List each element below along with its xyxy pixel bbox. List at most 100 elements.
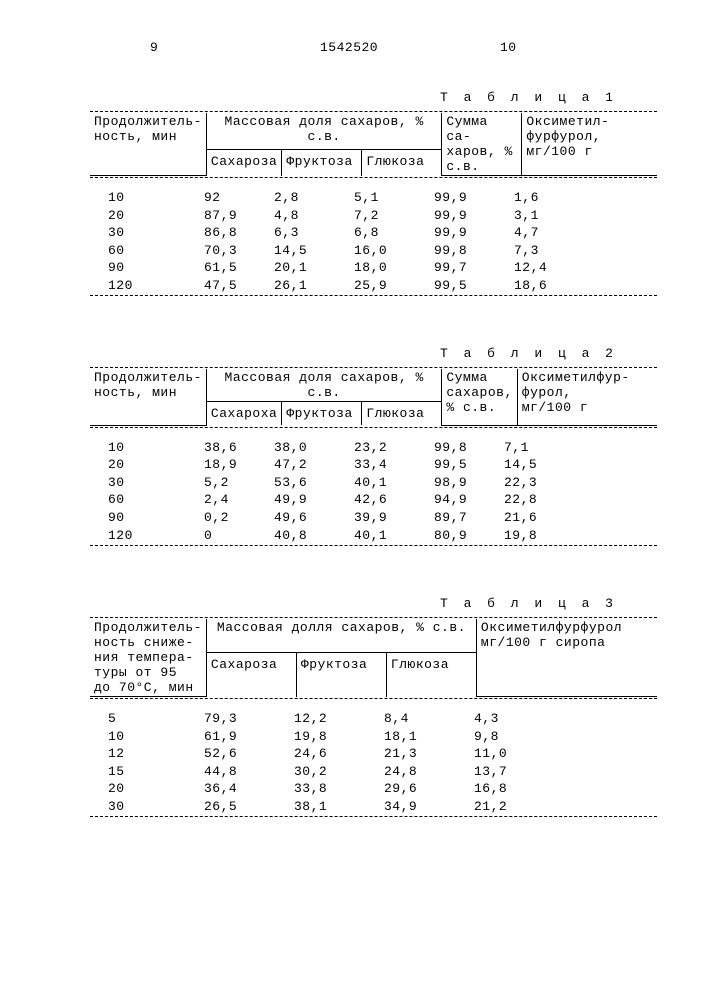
table-1-grid: Продолжитель- ность, мин Массовая доля с… <box>90 113 657 176</box>
table-cell: 30 <box>90 798 200 816</box>
col-oxy: Оксиметилфурфурол мг/100 г сиропа <box>476 619 657 697</box>
table-cell: 18,9 <box>200 456 270 474</box>
table-cell: 26,1 <box>270 277 350 295</box>
table-row: 602,449,942,694,922,8 <box>90 491 657 509</box>
table-2-label: Т а б л и ц а 2 <box>90 346 617 361</box>
table-row: 9061,520,118,099,712,4 <box>90 259 657 277</box>
table-cell: 99,5 <box>430 277 510 295</box>
table-cell: 22,3 <box>500 474 657 492</box>
table-cell: 2,8 <box>270 189 350 207</box>
col-mass-group: Массовая долля сахаров, % с.в. <box>206 619 476 652</box>
table-cell: 52,6 <box>200 745 290 763</box>
table-cell: 12,4 <box>510 259 657 277</box>
col-glucose: Глюкоза <box>386 652 476 696</box>
col-sucrose: Сахароха <box>206 402 281 426</box>
table-cell: 33,4 <box>350 456 430 474</box>
col-sucrose: Сахароза <box>206 652 296 696</box>
col-duration: Продолжитель- ность, мин <box>90 369 206 425</box>
table-cell: 15 <box>90 763 200 781</box>
table-cell: 30 <box>90 224 200 242</box>
page-number-right: 10 <box>500 40 517 55</box>
table-cell: 29,6 <box>380 780 470 798</box>
table-cell: 98,9 <box>430 474 500 492</box>
table-cell: 18,1 <box>380 728 470 746</box>
table-cell: 23,2 <box>350 439 430 457</box>
table-cell: 11,0 <box>470 745 657 763</box>
table-row: 305,253,640,198,922,3 <box>90 474 657 492</box>
table-3-body: 579,312,28,44,31061,919,818,19,81252,624… <box>90 710 657 815</box>
table-cell: 49,6 <box>270 509 350 527</box>
table-cell: 120 <box>90 277 200 295</box>
table-cell: 38,6 <box>200 439 270 457</box>
col-oxy: Оксиметил- фурфурол, мг/100 г <box>522 113 657 176</box>
table-cell: 12 <box>90 745 200 763</box>
col-glucose: Глюкоза <box>362 402 442 426</box>
table-cell: 36,4 <box>200 780 290 798</box>
table-cell: 21,2 <box>470 798 657 816</box>
table-cell: 25,9 <box>350 277 430 295</box>
table-cell: 1,6 <box>510 189 657 207</box>
table-cell: 20,1 <box>270 259 350 277</box>
table-row: 10922,85,199,91,6 <box>90 189 657 207</box>
col-sum: Сумма сахаров, % с.в. <box>442 369 517 425</box>
col-fructose: Фруктоза <box>296 652 386 696</box>
table-cell: 80,9 <box>430 527 500 545</box>
page-number-left: 9 <box>150 40 158 55</box>
col-sum: Сумма са- харов, % с.в. <box>442 113 522 176</box>
table-cell: 53,6 <box>270 474 350 492</box>
table-cell: 7,1 <box>500 439 657 457</box>
table-row: 12047,526,125,999,518,6 <box>90 277 657 295</box>
col-duration: Продолжитель- ность сниже- ния темпера- … <box>90 619 206 697</box>
table-cell: 13,7 <box>470 763 657 781</box>
table-row: 3086,86,36,899,94,7 <box>90 224 657 242</box>
table-cell: 8,4 <box>380 710 470 728</box>
table-row: 6070,314,516,099,87,3 <box>90 242 657 260</box>
table-cell: 3,1 <box>510 207 657 225</box>
table-cell: 2,4 <box>200 491 270 509</box>
table-cell: 6,3 <box>270 224 350 242</box>
table-1: Т а б л и ц а 1 Продолжитель- ность, мин… <box>90 90 657 296</box>
table-cell: 47,2 <box>270 456 350 474</box>
document-id: 1542520 <box>320 40 378 55</box>
table-2-body: 1038,638,023,299,87,12018,947,233,499,51… <box>90 439 657 544</box>
table-row: 1252,624,621,311,0 <box>90 745 657 763</box>
table-cell: 92 <box>200 189 270 207</box>
table-cell: 33,8 <box>290 780 380 798</box>
table-row: 2018,947,233,499,514,5 <box>90 456 657 474</box>
table-2-grid: Продолжитель- ность, мин Массовая доля с… <box>90 369 657 426</box>
table-cell: 7,3 <box>510 242 657 260</box>
table-row: 1061,919,818,19,8 <box>90 728 657 746</box>
table-cell: 4,3 <box>470 710 657 728</box>
col-duration: Продолжитель- ность, мин <box>90 113 206 176</box>
table-cell: 99,7 <box>430 259 510 277</box>
table-3-grid: Продолжитель- ность сниже- ния темпера- … <box>90 619 657 697</box>
table-cell: 16,0 <box>350 242 430 260</box>
table-row: 900,249,639,989,721,6 <box>90 509 657 527</box>
table-cell: 20 <box>90 207 200 225</box>
table-cell: 22,8 <box>500 491 657 509</box>
table-cell: 40,1 <box>350 527 430 545</box>
table-cell: 5,2 <box>200 474 270 492</box>
table-cell: 4,7 <box>510 224 657 242</box>
table-cell: 19,8 <box>290 728 380 746</box>
table-cell: 0 <box>200 527 270 545</box>
page-header: 9 1542520 10 <box>90 40 657 60</box>
table-cell: 86,8 <box>200 224 270 242</box>
table-cell: 61,5 <box>200 259 270 277</box>
col-fructose: Фруктоза <box>282 402 362 426</box>
table-cell: 21,3 <box>380 745 470 763</box>
table-cell: 60 <box>90 242 200 260</box>
table-cell: 30 <box>90 474 200 492</box>
table-cell: 99,9 <box>430 207 510 225</box>
table-cell: 39,9 <box>350 509 430 527</box>
table-cell: 42,6 <box>350 491 430 509</box>
table-cell: 24,8 <box>380 763 470 781</box>
table-cell: 49,9 <box>270 491 350 509</box>
table-cell: 60 <box>90 491 200 509</box>
table-cell: 14,5 <box>270 242 350 260</box>
table-cell: 26,5 <box>200 798 290 816</box>
table-row: 1544,830,224,813,7 <box>90 763 657 781</box>
table-cell: 12,2 <box>290 710 380 728</box>
table-cell: 5 <box>90 710 200 728</box>
col-sucrose: Сахароза <box>206 149 281 175</box>
